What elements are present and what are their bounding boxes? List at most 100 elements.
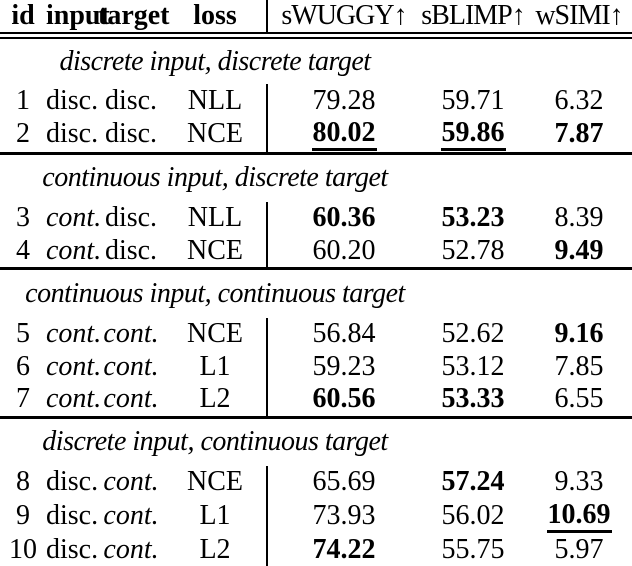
metric-value: 52.62	[441, 318, 505, 350]
cell-wsimi: 9.49	[526, 234, 632, 271]
cell-wsimi: 6.32	[526, 84, 632, 117]
cell-id: 3	[16, 202, 30, 234]
section-cell: discrete input, continuous target	[0, 417, 632, 466]
metric-value: 9.33	[554, 466, 604, 498]
section-row: discrete input, discrete target	[0, 36, 632, 85]
cell-swuggy: 60.56	[266, 383, 420, 419]
metric-value: 52.78	[441, 235, 505, 267]
cell-sblimp: 53.23	[420, 202, 526, 235]
table-row: 2 disc. disc. NCE 80.02 59.86 7.87	[0, 117, 632, 155]
cell-id: 7	[0, 383, 46, 419]
cell-wsimi: 7.87	[526, 117, 632, 155]
cell-sblimp: 57.24	[420, 466, 526, 499]
cell-id: 9	[16, 500, 30, 531]
column-header-loss: loss	[164, 0, 267, 39]
metric-value: 8.39	[554, 202, 604, 234]
table-row: 9 disc. cont. L1 73.93 56.02 10.69	[0, 498, 632, 534]
cell-sblimp: 53.12	[420, 350, 526, 383]
column-header-input: input	[46, 0, 110, 39]
cell-swuggy: 79.28	[266, 84, 420, 118]
cell-sblimp: 53.33	[420, 383, 526, 419]
section-cell: continuous input, discrete target	[0, 153, 632, 202]
metric-value: 65.69	[312, 466, 376, 498]
cell-swuggy: 60.36	[266, 202, 420, 235]
cell-id: 10	[9, 533, 37, 565]
metric-value: 74.22	[312, 533, 376, 565]
section-cell: continuous input, continuous target	[0, 269, 632, 318]
cell-target: disc.	[104, 84, 158, 116]
cell-loss: NCE	[164, 234, 267, 271]
metric-value: 60.56	[312, 383, 376, 415]
cell-loss: NLL	[187, 202, 243, 234]
cell-target: cont.	[103, 500, 159, 531]
cell-target: disc.	[104, 202, 158, 234]
cell-input: disc.	[46, 533, 99, 565]
cell-sblimp: 52.62	[420, 318, 526, 351]
table-row: 6 cont. cont. L1 59.23 53.12 7.85	[0, 350, 632, 384]
cell-id: 6	[16, 350, 30, 382]
cell-target: cont.	[98, 383, 164, 419]
metric-value: 53.33	[441, 383, 505, 415]
cell-input: cont.	[46, 350, 102, 382]
cell-sblimp: 55.75	[420, 533, 526, 566]
cell-id: 4	[0, 234, 46, 271]
section-row: continuous input, discrete target	[0, 153, 632, 202]
column-header-wsimi: wSIMI↑	[526, 0, 632, 39]
header-row: id input target loss sWUGGY↑ sBLIMP↑ wSIMI↑	[0, 0, 632, 39]
metric-value: 56.84	[312, 318, 376, 350]
metric-value: 57.24	[441, 466, 505, 498]
cell-loss: L2	[199, 533, 231, 565]
cell-wsimi: 5.97	[526, 533, 632, 566]
cell-loss: NCE	[187, 318, 243, 350]
cell-input: disc.	[46, 84, 99, 116]
cell-sblimp: 59.86	[420, 117, 526, 155]
cell-swuggy: 60.20	[266, 234, 420, 271]
cell-input: disc.	[46, 117, 98, 155]
table-row: 8 disc. cont. NCE 65.69 57.24 9.33	[0, 466, 632, 499]
column-header-id: id	[0, 0, 46, 39]
metric-value: 80.02	[311, 119, 377, 152]
cell-target: disc.	[98, 234, 164, 271]
cell-swuggy: 73.93	[266, 498, 420, 534]
table-row: 3 cont. disc. NLL 60.36 53.23 8.39	[0, 202, 632, 235]
table-row: 5 cont. cont. NCE 56.84 52.62 9.16	[0, 317, 632, 351]
metric-value: 53.23	[441, 202, 505, 234]
cell-swuggy: 59.23	[266, 350, 420, 384]
cell-loss: L1	[199, 500, 231, 531]
section-header-label: discrete input, discrete target	[59, 45, 371, 77]
cell-input: cont.	[46, 202, 102, 234]
cell-id: 5	[16, 318, 30, 350]
metric-value: 59.71	[441, 84, 505, 116]
cell-id: 1	[16, 84, 30, 116]
column-header-sblimp: sBLIMP↑	[420, 0, 526, 39]
table-body: discrete input, discrete target 1 disc. dis…	[0, 36, 632, 566]
cell-id: 2	[0, 117, 46, 155]
section-header-label: continuous input, discrete target	[42, 162, 388, 194]
cell-input: disc.	[46, 466, 99, 498]
cell-input: cont.	[46, 383, 101, 419]
cell-swuggy: 56.84	[266, 317, 420, 351]
metric-value: 73.93	[312, 500, 376, 531]
metric-value: 59.86	[440, 119, 506, 152]
cell-swuggy: 74.22	[266, 533, 420, 566]
cell-wsimi: 9.16	[526, 318, 632, 351]
cell-sblimp: 59.71	[420, 84, 526, 117]
cell-loss: L2	[164, 383, 267, 419]
section-header-label: continuous input, continuous target	[25, 278, 405, 310]
cell-target: cont.	[103, 533, 159, 565]
cell-input: cont.	[46, 234, 101, 271]
cell-target: cont.	[103, 318, 159, 350]
table-head: id input target loss sWUGGY↑ sBLIMP↑ wSIMI↑	[0, 0, 632, 39]
cell-wsimi: 8.39	[526, 202, 632, 235]
cell-input: disc.	[46, 500, 99, 531]
cell-loss: L1	[199, 350, 231, 382]
metric-value: 53.12	[441, 350, 505, 382]
metric-value: 60.20	[312, 235, 376, 267]
cell-wsimi: 7.85	[526, 350, 632, 383]
cell-loss: NCE	[187, 466, 243, 498]
column-header-swuggy: sWUGGY↑	[266, 0, 420, 39]
metric-value: 7.85	[554, 350, 604, 382]
metric-value: 5.97	[554, 533, 604, 565]
cell-sblimp: 56.02	[420, 499, 526, 534]
